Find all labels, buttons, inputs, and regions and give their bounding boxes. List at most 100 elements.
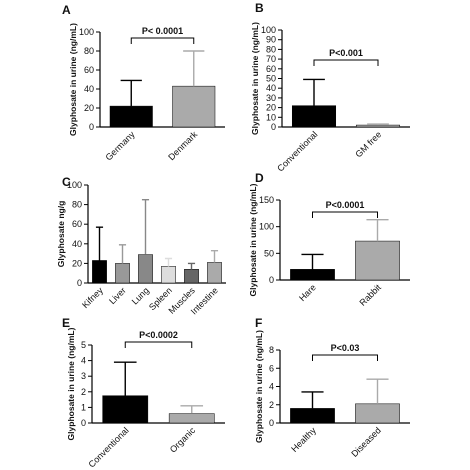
error-bar: [303, 78, 325, 106]
bar: [172, 85, 216, 128]
bar: [102, 395, 149, 424]
panel-label: D: [255, 171, 264, 185]
bar: [168, 413, 215, 424]
panel-label: E: [62, 316, 70, 330]
bar: [184, 269, 199, 284]
y-tick-label: 40: [84, 84, 94, 94]
x-tick-label: Hare: [297, 282, 318, 303]
y-tick-label: 4: [269, 382, 274, 392]
error-bar: [367, 123, 389, 126]
y-tick-label: 0: [81, 418, 86, 428]
bar: [355, 403, 400, 424]
y-tick-label: 60: [84, 65, 94, 75]
x-tick-label: Conventional: [86, 425, 130, 469]
x-tick-label: Diseased: [349, 425, 383, 459]
annotation: P<0.03: [331, 343, 360, 353]
y-tick-label: 10: [266, 112, 276, 122]
error-bar: [366, 219, 389, 242]
y-tick-label: 100: [259, 222, 274, 232]
panel-label: A: [62, 3, 71, 17]
panel-label: F: [255, 316, 262, 330]
y-tick-label: 100: [67, 180, 82, 190]
bar: [207, 262, 222, 284]
chart-panel: E 0 1 2 3 4 5 Glyphosate in urine (ng/mL) Conven…: [62, 316, 225, 470]
x-tick-label: Healthy: [289, 425, 318, 454]
y-tick-label: 50: [264, 248, 274, 258]
bar: [290, 269, 335, 281]
y-axis-label: Glyphosate in urine (ng/mL): [250, 22, 260, 135]
error-bar: [120, 79, 142, 107]
x-tick-label: Germany: [103, 129, 137, 163]
y-tick-label: 0: [269, 275, 274, 285]
y-tick-label: 40: [266, 83, 276, 93]
y-tick-label: 8: [269, 345, 274, 355]
error-bar: [301, 391, 324, 409]
y-tick-label: 90: [266, 35, 276, 45]
y-tick-label: 80: [266, 44, 276, 54]
error-bar: [187, 262, 196, 270]
error-bar: [366, 378, 389, 404]
bar: [355, 240, 400, 281]
y-tick-label: 0: [269, 418, 274, 428]
bar: [109, 105, 153, 128]
y-tick-label: 0: [89, 122, 94, 132]
y-tick-label: 100: [261, 25, 276, 35]
x-tick-label: Kifney: [80, 285, 105, 310]
y-axis-label: Glyphosate ng/g: [56, 201, 66, 268]
y-tick-label: 20: [84, 103, 94, 113]
y-tick-label: 0: [77, 278, 82, 288]
panel-label: B: [255, 1, 264, 15]
annotation: P< 0.0001: [142, 26, 183, 36]
error-bar: [141, 199, 150, 255]
chart-panel: F 0 2 4 6 8 Glyphosate in urine (ng/mL) Healthy…: [254, 316, 410, 459]
bar: [161, 266, 176, 284]
y-tick-label: 20: [266, 103, 276, 113]
y-tick-label: 20: [72, 258, 82, 268]
y-tick-label: 3: [81, 371, 86, 381]
error-bar: [113, 361, 137, 396]
y-tick-label: 100: [79, 27, 94, 37]
y-tick-label: 70: [266, 54, 276, 64]
y-tick-label: 2: [81, 387, 86, 397]
x-tick-label: GM free: [353, 129, 383, 159]
y-axis-label: Glyphosate in urine (ng/mL): [66, 327, 76, 440]
y-tick-label: 2: [269, 400, 274, 410]
y-tick-label: 80: [72, 200, 82, 210]
error-bar: [164, 257, 173, 267]
x-tick-label: Liver: [107, 285, 128, 306]
error-bar: [210, 249, 219, 263]
bar: [115, 263, 130, 284]
significance-bracket: [313, 59, 379, 66]
annotation: P<0.001: [329, 48, 363, 58]
significance-bracket: [312, 354, 378, 361]
x-tick-label: Conventional: [275, 129, 319, 173]
y-axis-label: Glyphosate in urine (ng/mL): [254, 330, 264, 443]
error-bar: [180, 405, 204, 414]
y-tick-label: 60: [266, 64, 276, 74]
y-tick-label: 5: [81, 340, 86, 350]
x-tick-label: Rabbit: [357, 282, 383, 308]
bar: [290, 408, 335, 424]
error-bar: [118, 244, 127, 264]
x-tick-label: Organic: [168, 425, 198, 455]
bar: [92, 260, 107, 284]
error-bar: [183, 50, 205, 87]
annotation: P<0.0002: [139, 330, 178, 340]
panel-label: C: [62, 175, 71, 189]
y-tick-label: 4: [81, 356, 86, 366]
significance-bracket: [124, 341, 193, 348]
y-tick-label: 40: [72, 239, 82, 249]
y-tick-label: 6: [269, 363, 274, 373]
annotation: P<0.0001: [326, 200, 365, 210]
bar: [355, 124, 401, 128]
y-axis-label: Glyphosate in urine (ng/mL): [68, 23, 78, 136]
y-tick-label: 1: [81, 402, 86, 412]
y-tick-label: 50: [266, 74, 276, 84]
y-tick-label: 60: [72, 219, 82, 229]
y-tick-label: 30: [266, 93, 276, 103]
y-tick-label: 150: [259, 195, 274, 205]
significance-bracket: [130, 37, 195, 44]
